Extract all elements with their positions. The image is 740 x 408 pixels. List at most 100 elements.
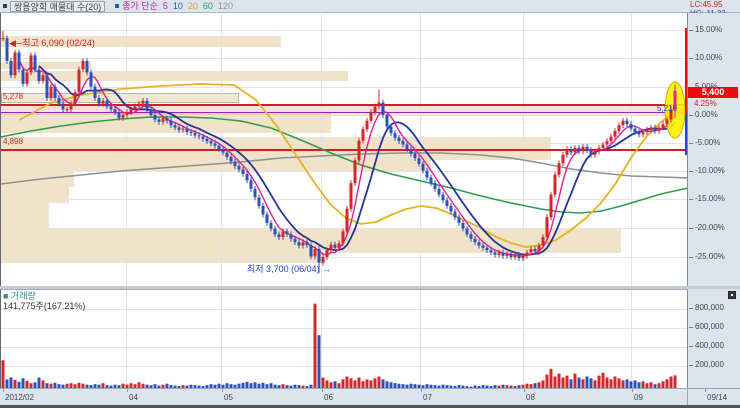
volume-profile-band [1,36,281,47]
volume-profile-band [1,62,91,69]
axis-label: 0.00% [695,110,718,119]
ma-period-10[interactable]: 10 [172,1,183,11]
gridline-vertical [126,290,127,388]
gridline-vertical [420,290,421,388]
axis-label: 15.00% [695,25,723,34]
axis-label: 200,000 [695,360,724,369]
axis-tick [322,389,323,392]
axis-label: 800,000 [695,303,724,312]
axis-tick [689,143,693,144]
prev-close-label: 5,210 [657,104,678,113]
gridline-horizontal [1,30,687,31]
volume-profile-band [1,160,431,172]
volume-chart-pane[interactable]: ■ 거래량 141,775주(167.21%) [0,289,688,388]
date-label: 08 [526,393,535,402]
date-label: 05 [224,393,233,402]
axis-tick [689,365,693,366]
gridline-horizontal [1,171,687,172]
axis-label: 5.00% [695,83,718,91]
axis-label: -10.00% [695,166,725,175]
axis-tick [689,228,693,229]
volume-profile-band [1,71,348,81]
axis-tick [689,171,693,172]
gridline-horizontal [1,199,687,200]
ma-period-5[interactable]: 5 [162,1,168,11]
gridline-horizontal [1,228,687,229]
axis-tick [421,389,422,392]
low-annotation: 최저 3,700 (06/04) → [247,264,332,274]
axis-tick [689,115,693,116]
date-label: 2012/02 [5,393,34,402]
range-marker-down [685,114,687,155]
ma-line [1,152,687,185]
axis-tick [3,389,4,392]
volume-title[interactable]: ■ 거래량 [3,291,36,301]
axis-separator [687,389,688,405]
pane-splitter[interactable] [0,286,740,289]
axis-tick [689,58,693,59]
date-label: 09/14 [707,393,728,402]
volume-bars-layer [1,303,677,388]
volume-profile-band [1,218,49,228]
axis-label: 10.00% [695,53,723,62]
gridline-horizontal [1,87,687,88]
ma-period-120[interactable]: 120 [217,1,233,11]
axis-tick [689,346,693,347]
volume-profile-band [1,203,49,218]
axis-label: 600,000 [695,322,724,331]
candles-layer [1,30,677,273]
gridline-vertical [221,290,222,388]
axis-tick [705,389,706,392]
trend-horizontal-line [1,104,687,106]
gridline-horizontal [1,257,687,258]
gridline-vertical [631,290,632,388]
gridline-horizontal [1,115,687,116]
ma-period-list: 5 10 20 60 120 [163,1,233,11]
volume-summary: 141,775주(167.21%) [3,301,86,311]
price-plot [1,30,687,273]
ma-period-60[interactable]: 60 [202,1,213,11]
axis-tick [524,389,525,392]
date-axis: 2012/02 04 05 06 07 08 09 09/14 [0,388,740,405]
axis-label: -5.00% [695,138,721,147]
indicator-legend[interactable]: 쌍용양회 매물대 수(20) [10,0,106,12]
price-level-label: 5,278 [3,92,24,101]
axis-label: -20.00% [695,223,725,232]
volume-axis: 800,000 600,000 400,000 200,000 [689,289,740,388]
price-level-label: 4,898 [3,137,24,146]
gridline-horizontal [1,309,687,310]
collapse-pane-icon[interactable] [728,291,736,299]
price-chart-pane[interactable]: 5,278 4,898 ◀─최고 6,090 (02/24) 최저 3,700 (06… [0,13,688,286]
gridline-horizontal [1,347,687,348]
ma-line [38,65,676,256]
gridline-horizontal [1,143,687,144]
axis-tick [127,389,128,392]
chart-legend-bar: 쌍용양회 매물대 수(20) 종가 단순 5 10 20 60 120 [0,0,740,13]
date-label: 04 [129,393,138,402]
price-axis: 15.00% 10.00% 5.00% 0.00% -5.00% -10.00% -15.0… [689,13,740,286]
range-marker-up [685,28,687,114]
axis-label: 400,000 [695,341,724,350]
axis-tick [689,257,693,258]
ma-bullet-icon [115,4,120,8]
price-alert-zone [1,104,687,116]
gridline-vertical [321,290,322,388]
date-label: 09 [634,393,643,402]
gridline-horizontal [1,328,687,329]
volume-profile-band [1,253,321,263]
volume-profile-band [1,113,331,133]
axis-tick [222,389,223,392]
current-price-box: 5,400 [688,87,738,98]
gridline-vertical [523,290,524,388]
date-label: 06 [324,393,333,402]
current-change-label: 4.25% [694,99,717,108]
ma-legend-label[interactable]: 종가 단순 [122,0,158,11]
gridline-horizontal [1,366,687,367]
ma-period-20[interactable]: 20 [187,1,198,11]
axis-tick [632,389,633,392]
indicator-bullet-icon [3,4,7,8]
gridline-horizontal [1,58,687,59]
axis-label: -25.00% [695,252,725,261]
trend-horizontal-line [1,112,687,113]
